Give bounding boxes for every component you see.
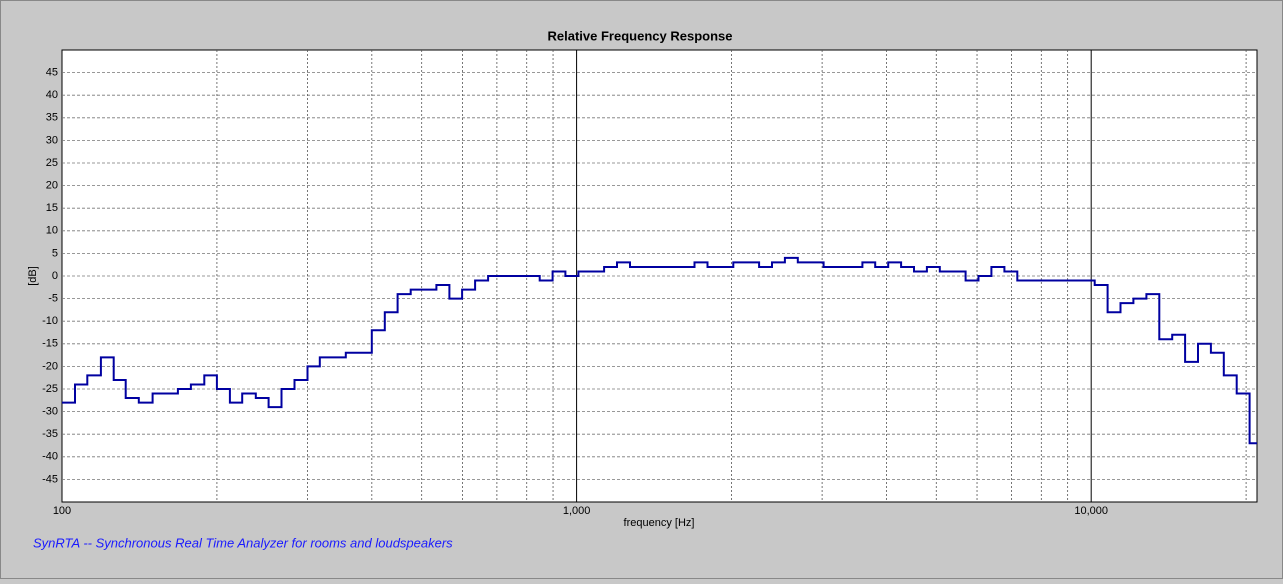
y-tick-label: 0 <box>52 270 58 282</box>
y-tick-label: -40 <box>42 451 58 463</box>
y-tick-label: -35 <box>42 428 58 440</box>
y-tick-label: 35 <box>46 112 58 124</box>
x-tick-label: 1,000 <box>563 505 591 517</box>
y-tick-label: -45 <box>42 473 58 485</box>
y-tick-label: -5 <box>48 293 58 305</box>
footer-text: SynRTA -- Synchronous Real Time Analyzer… <box>33 535 453 550</box>
y-tick-label: 15 <box>46 202 58 214</box>
y-tick-label: 30 <box>46 134 58 146</box>
x-axis-label: frequency [Hz] <box>624 517 695 529</box>
chart-title: Relative Frequency Response <box>548 28 733 43</box>
y-tick-label: -10 <box>42 315 58 327</box>
y-tick-label: -25 <box>42 383 58 395</box>
y-tick-label: 20 <box>46 180 58 192</box>
y-tick-label: 10 <box>46 225 58 237</box>
y-tick-label: -20 <box>42 360 58 372</box>
y-tick-label: 5 <box>52 247 58 259</box>
x-tick-label: 100 <box>53 505 71 517</box>
y-tick-label: 25 <box>46 157 58 169</box>
y-tick-label: 40 <box>46 89 58 101</box>
y-tick-label: -30 <box>42 406 58 418</box>
y-tick-label: -15 <box>42 338 58 350</box>
x-tick-label: 10,000 <box>1074 505 1108 517</box>
y-tick-label: 45 <box>46 67 58 79</box>
y-axis-label: [dB] <box>27 266 39 286</box>
response-line <box>62 256 1257 445</box>
